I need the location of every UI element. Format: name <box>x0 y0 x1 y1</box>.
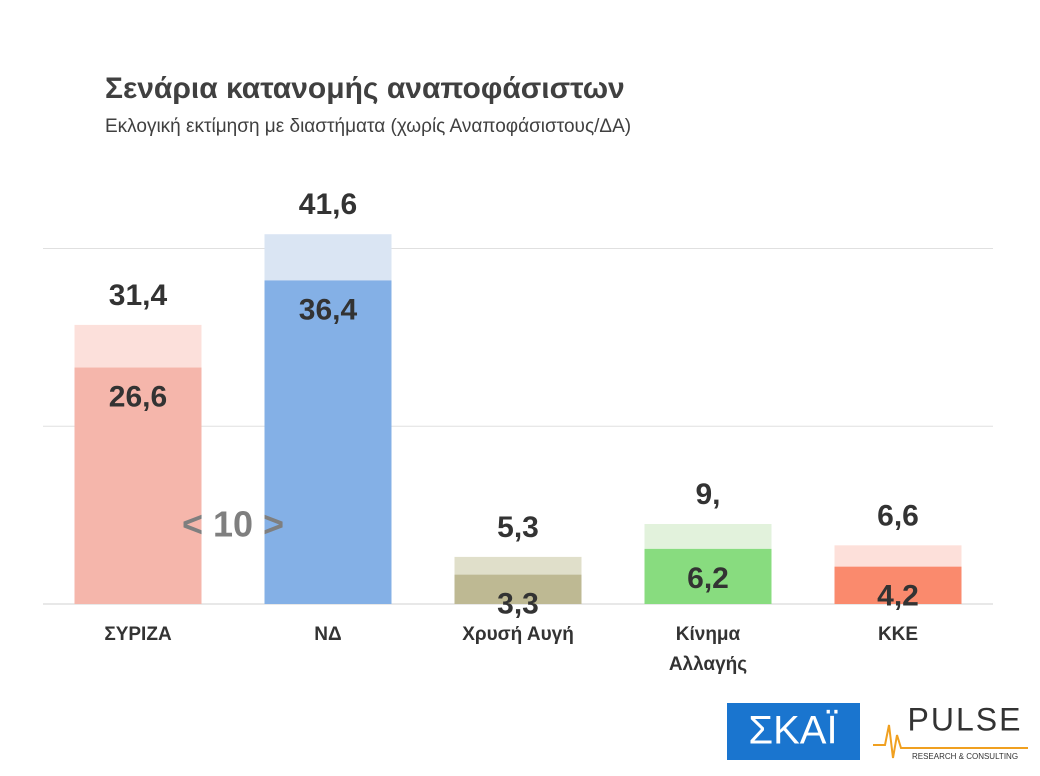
value-label: 5,3 <box>497 511 539 544</box>
x-tick-label: ΣΥΡΙΖΑ <box>104 624 172 645</box>
x-tick-label: ΚΚΕ <box>877 624 919 645</box>
bar <box>644 548 772 604</box>
x-tick-label: Χρυσή Αυγή <box>462 624 574 645</box>
bar <box>74 367 202 604</box>
value-label: 3,3 <box>497 588 539 621</box>
pulse-tagline: RESEARCH & CONSULTING <box>912 752 1018 761</box>
bar <box>454 574 582 604</box>
value-label: 9, <box>695 478 720 511</box>
chart-title: Σενάρια κατανομής αναποφάσιστων <box>105 72 625 105</box>
value-label: 4,2 <box>877 580 919 613</box>
value-label: 6,6 <box>877 499 919 532</box>
x-tick-label: Κίνημα Αλλαγής <box>668 624 748 675</box>
bar <box>834 566 962 604</box>
annotation: < 10 > <box>182 504 284 545</box>
value-label: 6,2 <box>687 562 729 595</box>
skai-logo: ΣΚΑΪ <box>748 709 838 753</box>
skai-logo-box <box>727 703 860 760</box>
value-label: 31,4 <box>109 279 168 312</box>
pulse-logo: PULSE <box>908 701 1023 737</box>
x-tick-label: ΝΔ <box>314 624 342 645</box>
value-label: 36,4 <box>299 293 358 326</box>
value-label: 41,6 <box>299 188 357 221</box>
bar <box>264 280 392 604</box>
pulse-wave <box>873 724 1028 759</box>
value-label: 26,6 <box>109 380 167 413</box>
chart-subtitle: Εκλογική εκτίμηση με διαστήματα (χωρίς Α… <box>105 116 631 137</box>
